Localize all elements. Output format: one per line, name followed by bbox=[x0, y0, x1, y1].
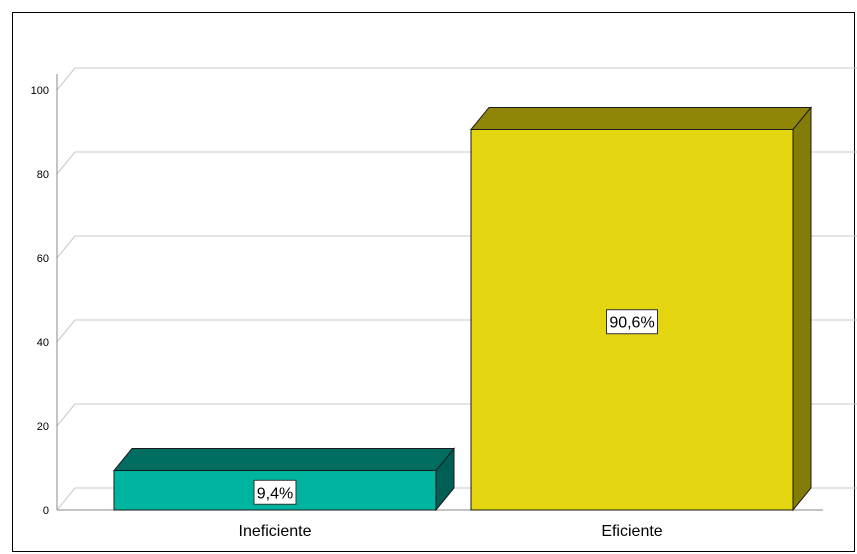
bar-side-eficiente bbox=[792, 106, 812, 512]
data-label-ineficiente: 9,4% bbox=[253, 479, 297, 505]
x-tick-label-eficiente: Eficiente bbox=[601, 523, 662, 540]
y-tick-label-80: 80 bbox=[37, 169, 49, 181]
bars bbox=[112, 106, 813, 512]
data-label-text-eficiente: 90,6% bbox=[609, 315, 654, 332]
category-labels: Ineficiente Eficiente bbox=[239, 523, 663, 540]
y-tick-label-0: 0 bbox=[43, 505, 49, 517]
y-tick-label-100: 100 bbox=[31, 85, 49, 97]
y-tick-label-20: 20 bbox=[37, 421, 49, 433]
y-tick-label-60: 60 bbox=[37, 253, 49, 265]
data-label-box-eficiente bbox=[606, 309, 658, 335]
data-labels: 9,4% 90,6% bbox=[253, 309, 658, 505]
y-tick-label-40: 40 bbox=[37, 337, 49, 349]
y-tick-labels: 0 20 40 60 80 100 bbox=[31, 85, 49, 517]
bar-top-ineficiente bbox=[112, 448, 456, 472]
gridline-diag-80 bbox=[56, 151, 76, 175]
bar-top-eficiente bbox=[469, 106, 813, 130]
data-label-text-ineficiente: 9,4% bbox=[257, 485, 293, 502]
data-label-eficiente: 90,6% bbox=[606, 309, 658, 335]
data-label-box-ineficiente bbox=[253, 479, 297, 505]
x-tick-label-ineficiente: Ineficiente bbox=[239, 523, 312, 540]
gridline-diag-0 bbox=[56, 487, 76, 511]
gridline-diag-40 bbox=[56, 319, 76, 343]
gridline-diag-60 bbox=[56, 235, 76, 259]
gridline-diag-100 bbox=[56, 67, 76, 91]
gridline-diag-20 bbox=[56, 403, 76, 427]
